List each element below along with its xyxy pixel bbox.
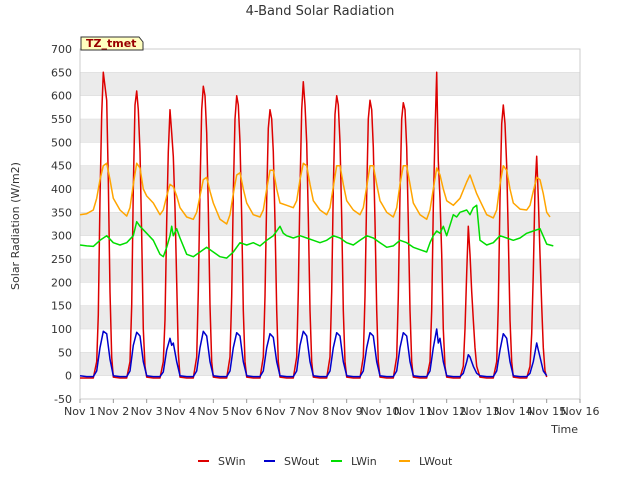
legend-item-swout: SWout	[264, 455, 320, 468]
x-tick-label: Nov 11	[394, 405, 433, 418]
tz-badge-box	[80, 36, 144, 51]
y-tick-label: 500	[51, 136, 72, 149]
x-tick-label: Nov 10	[361, 405, 400, 418]
x-tick-label: Nov 9	[331, 405, 363, 418]
y-tick-label: 250	[51, 253, 72, 266]
x-tick-label: Nov 6	[231, 405, 263, 418]
tz-badge-label: TZ_tmet	[86, 37, 136, 50]
y-axis-ticks: -50 0 50 100 150 200 250 300 350 400 450 500 550 600 6…	[51, 43, 72, 406]
y-tick-label: 650	[51, 66, 72, 79]
grid-band	[80, 212, 580, 236]
legend-item-swin: SWin	[198, 455, 246, 468]
x-tick-label: Nov 4	[164, 405, 196, 418]
x-tick-label: Nov 16	[561, 405, 600, 418]
y-tick-label: 300	[51, 230, 72, 243]
legend-label: SWin	[218, 455, 246, 468]
grid-band	[80, 352, 580, 376]
x-tick-label: Nov 5	[197, 405, 229, 418]
grid-band	[80, 72, 580, 96]
x-tick-label: Nov 14	[494, 405, 533, 418]
x-tick-label: Nov 8	[297, 405, 329, 418]
series-line-lwout	[79, 162, 551, 225]
y-tick-label: 50	[58, 346, 72, 359]
y-tick-label: 450	[51, 160, 72, 173]
y-tick-label: 400	[51, 183, 72, 196]
legend-item-lwin: LWin	[331, 455, 377, 468]
y-tick-label: 600	[51, 90, 72, 103]
x-tick-label: Nov 15	[527, 405, 566, 418]
chart-title: 4-Band Solar Radiation	[246, 4, 395, 19]
y-tick-label: 0	[65, 370, 72, 383]
y-tick-label: 150	[51, 300, 72, 313]
legend-item-lwout: LWout	[399, 455, 453, 468]
series-line-swout	[79, 328, 548, 378]
y-tick-label: 200	[51, 276, 72, 289]
y-tick-label: 100	[51, 323, 72, 336]
plot-border	[79, 48, 581, 400]
x-tick-label: Nov 12	[427, 405, 466, 418]
series-line-lwin	[79, 204, 554, 259]
legend-label: LWin	[351, 455, 377, 468]
legend: SWin SWout LWin LWout	[198, 455, 453, 468]
x-tick-label: Nov 2	[97, 405, 129, 418]
series-layer	[79, 71, 554, 379]
x-tick-label: Nov 13	[461, 405, 500, 418]
legend-label: LWout	[419, 455, 453, 468]
x-tick-label: Nov 1	[64, 405, 96, 418]
x-tick-label: Nov 7	[264, 405, 296, 418]
x-axis-ticks: Nov 1 Nov 2 Nov 3 Nov 4 Nov 5 Nov 6 Nov 7 Nov 8…	[64, 399, 599, 418]
grid-band	[80, 305, 580, 329]
tz-badge: TZ_tmet	[80, 36, 144, 51]
y-tick-label: 700	[51, 43, 72, 56]
x-axis-label: Time	[550, 423, 578, 436]
x-tick-label: Nov 3	[131, 405, 163, 418]
grid-band	[80, 259, 580, 283]
y-tick-label: 350	[51, 206, 72, 219]
y-tick-label: 550	[51, 113, 72, 126]
legend-label: SWout	[284, 455, 320, 468]
y-tick-label: -50	[54, 393, 72, 406]
grid-band	[80, 165, 580, 189]
y-axis-label: Solar Radiation (W/m2)	[9, 162, 22, 290]
plot-background	[79, 48, 581, 400]
grid-band	[80, 119, 580, 143]
